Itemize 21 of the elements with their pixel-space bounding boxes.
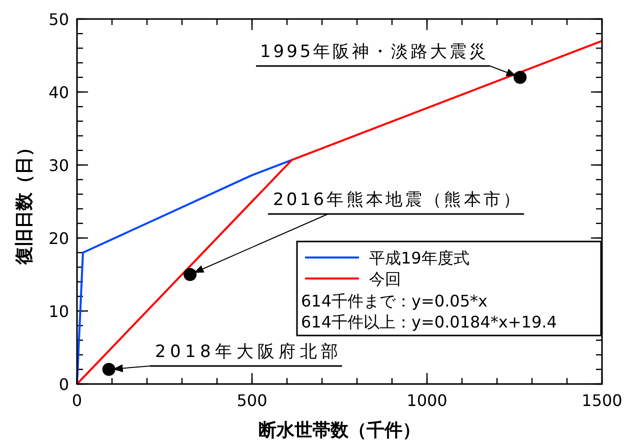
legend-label: 今回 (369, 270, 401, 288)
y-tick-label: 10 (48, 302, 69, 321)
annotation: 614千件まで：y=0.05*x (301, 292, 488, 310)
y-tick-label: 20 (48, 229, 69, 248)
y-tick-label: 30 (48, 156, 69, 175)
annotation: 2018年大阪府北部 (155, 342, 338, 362)
annotation: 1995年阪神・淡路大震災 (256, 42, 516, 76)
annotation: 2016年熊本地震（熊本市） (273, 190, 520, 210)
y-axis-title: 復旧日数（日） (14, 138, 35, 266)
x-tick-label: 0 (72, 391, 82, 410)
x-tick-label: 500 (236, 391, 268, 410)
annotation: 1995年阪神・淡路大震災 (260, 42, 486, 62)
y-tick-label: 40 (48, 83, 69, 102)
legend-label: 平成19年度式 (369, 248, 470, 268)
y-tick-label: 0 (58, 375, 69, 394)
x-tick-label: 1500 (582, 391, 622, 410)
annotation: 2018年大阪府北部 (112, 342, 342, 372)
x-tick-label: 1000 (406, 391, 448, 410)
annotation: 614千件以上：y=0.0184*x+19.4 (301, 312, 557, 332)
y-tick-label: 50 (48, 10, 69, 29)
x-axis-title: 断水世帯数（千件） (258, 420, 420, 441)
